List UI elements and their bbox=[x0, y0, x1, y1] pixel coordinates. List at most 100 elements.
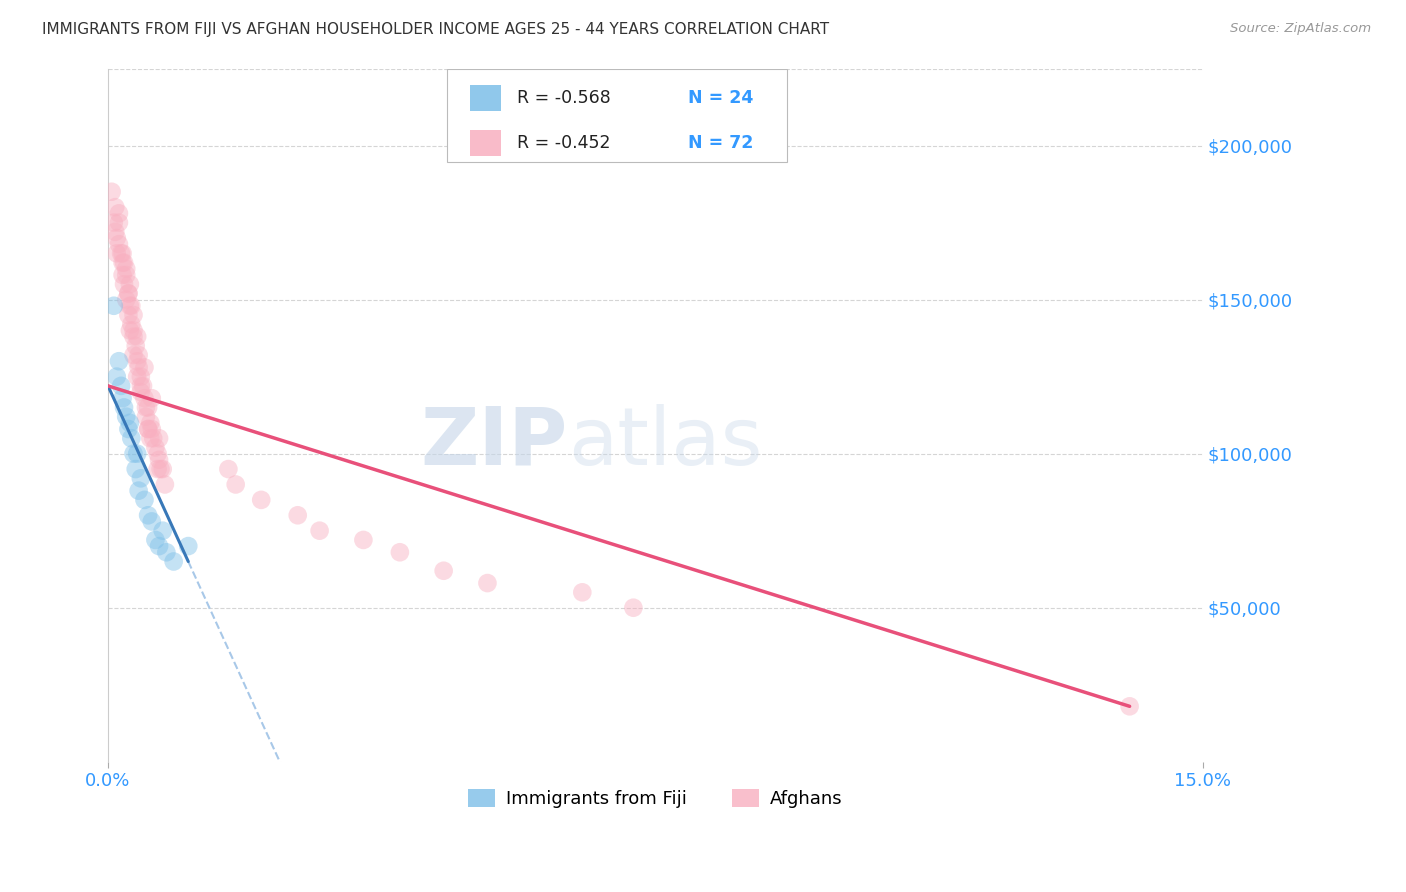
Point bbox=[108, 354, 131, 368]
Point bbox=[103, 216, 125, 230]
Point bbox=[117, 308, 139, 322]
FancyBboxPatch shape bbox=[470, 85, 501, 112]
Point bbox=[141, 422, 163, 436]
Point bbox=[110, 246, 132, 260]
Point bbox=[134, 492, 156, 507]
Point bbox=[125, 339, 148, 353]
Point bbox=[115, 293, 138, 307]
Point bbox=[115, 268, 138, 282]
Point bbox=[122, 447, 145, 461]
Text: N = 24: N = 24 bbox=[689, 89, 754, 107]
Point bbox=[118, 323, 141, 337]
Point bbox=[127, 447, 149, 461]
Point bbox=[433, 564, 456, 578]
Point bbox=[108, 237, 131, 252]
Point bbox=[125, 462, 148, 476]
Text: ZIP: ZIP bbox=[420, 404, 568, 482]
Text: R = -0.568: R = -0.568 bbox=[517, 89, 612, 107]
Point bbox=[108, 216, 131, 230]
Point bbox=[115, 261, 138, 276]
Point bbox=[146, 447, 169, 461]
Point bbox=[118, 299, 141, 313]
Point bbox=[129, 379, 152, 393]
Point bbox=[103, 299, 125, 313]
Point bbox=[111, 255, 134, 269]
Point bbox=[139, 416, 162, 430]
Point bbox=[308, 524, 330, 538]
Text: N = 72: N = 72 bbox=[689, 134, 754, 152]
Point bbox=[112, 401, 135, 415]
Point bbox=[152, 524, 174, 538]
Point bbox=[104, 225, 127, 239]
Point bbox=[1118, 699, 1140, 714]
FancyBboxPatch shape bbox=[470, 130, 501, 156]
Point bbox=[152, 462, 174, 476]
Point bbox=[122, 308, 145, 322]
Point bbox=[153, 477, 176, 491]
Point bbox=[139, 431, 162, 445]
Point bbox=[155, 545, 177, 559]
Point bbox=[120, 431, 142, 445]
Point bbox=[122, 329, 145, 343]
Text: Source: ZipAtlas.com: Source: ZipAtlas.com bbox=[1230, 22, 1371, 36]
Point bbox=[134, 391, 156, 405]
Point bbox=[135, 401, 157, 415]
Point bbox=[117, 286, 139, 301]
Point bbox=[477, 576, 499, 591]
Point bbox=[225, 477, 247, 491]
Point bbox=[287, 508, 309, 523]
Point bbox=[141, 515, 163, 529]
Legend: Immigrants from Fiji, Afghans: Immigrants from Fiji, Afghans bbox=[461, 781, 849, 815]
Point bbox=[127, 354, 149, 368]
Point bbox=[112, 277, 135, 292]
Point bbox=[135, 409, 157, 424]
Point bbox=[115, 409, 138, 424]
Point bbox=[388, 545, 411, 559]
Point bbox=[132, 379, 155, 393]
Point bbox=[217, 462, 239, 476]
Point bbox=[145, 533, 167, 547]
Point bbox=[129, 385, 152, 400]
Point bbox=[110, 379, 132, 393]
Point bbox=[148, 431, 170, 445]
Point bbox=[118, 277, 141, 292]
Point bbox=[129, 471, 152, 485]
Point bbox=[100, 185, 122, 199]
Point bbox=[111, 246, 134, 260]
Point bbox=[136, 508, 159, 523]
Point bbox=[105, 246, 128, 260]
Point bbox=[120, 299, 142, 313]
Point bbox=[108, 206, 131, 220]
Point bbox=[117, 422, 139, 436]
Point bbox=[111, 268, 134, 282]
Point bbox=[128, 483, 150, 498]
Point bbox=[128, 348, 150, 362]
Point bbox=[112, 255, 135, 269]
Point bbox=[148, 452, 170, 467]
Point bbox=[136, 422, 159, 436]
Point bbox=[129, 369, 152, 384]
Point bbox=[621, 600, 644, 615]
FancyBboxPatch shape bbox=[447, 69, 786, 162]
Point bbox=[250, 492, 273, 507]
Point bbox=[128, 360, 150, 375]
Point bbox=[104, 200, 127, 214]
Point bbox=[118, 416, 141, 430]
Point bbox=[352, 533, 374, 547]
Point bbox=[136, 422, 159, 436]
Point bbox=[148, 539, 170, 553]
Point bbox=[177, 539, 200, 553]
Point bbox=[141, 391, 163, 405]
Text: R = -0.452: R = -0.452 bbox=[517, 134, 610, 152]
Point bbox=[122, 348, 145, 362]
Point bbox=[146, 462, 169, 476]
Point bbox=[127, 369, 149, 384]
Point bbox=[163, 554, 186, 568]
Point bbox=[136, 401, 159, 415]
Point bbox=[117, 286, 139, 301]
Point bbox=[105, 369, 128, 384]
Point bbox=[149, 462, 172, 476]
Point bbox=[127, 329, 149, 343]
Point bbox=[111, 391, 134, 405]
Point bbox=[145, 441, 167, 455]
